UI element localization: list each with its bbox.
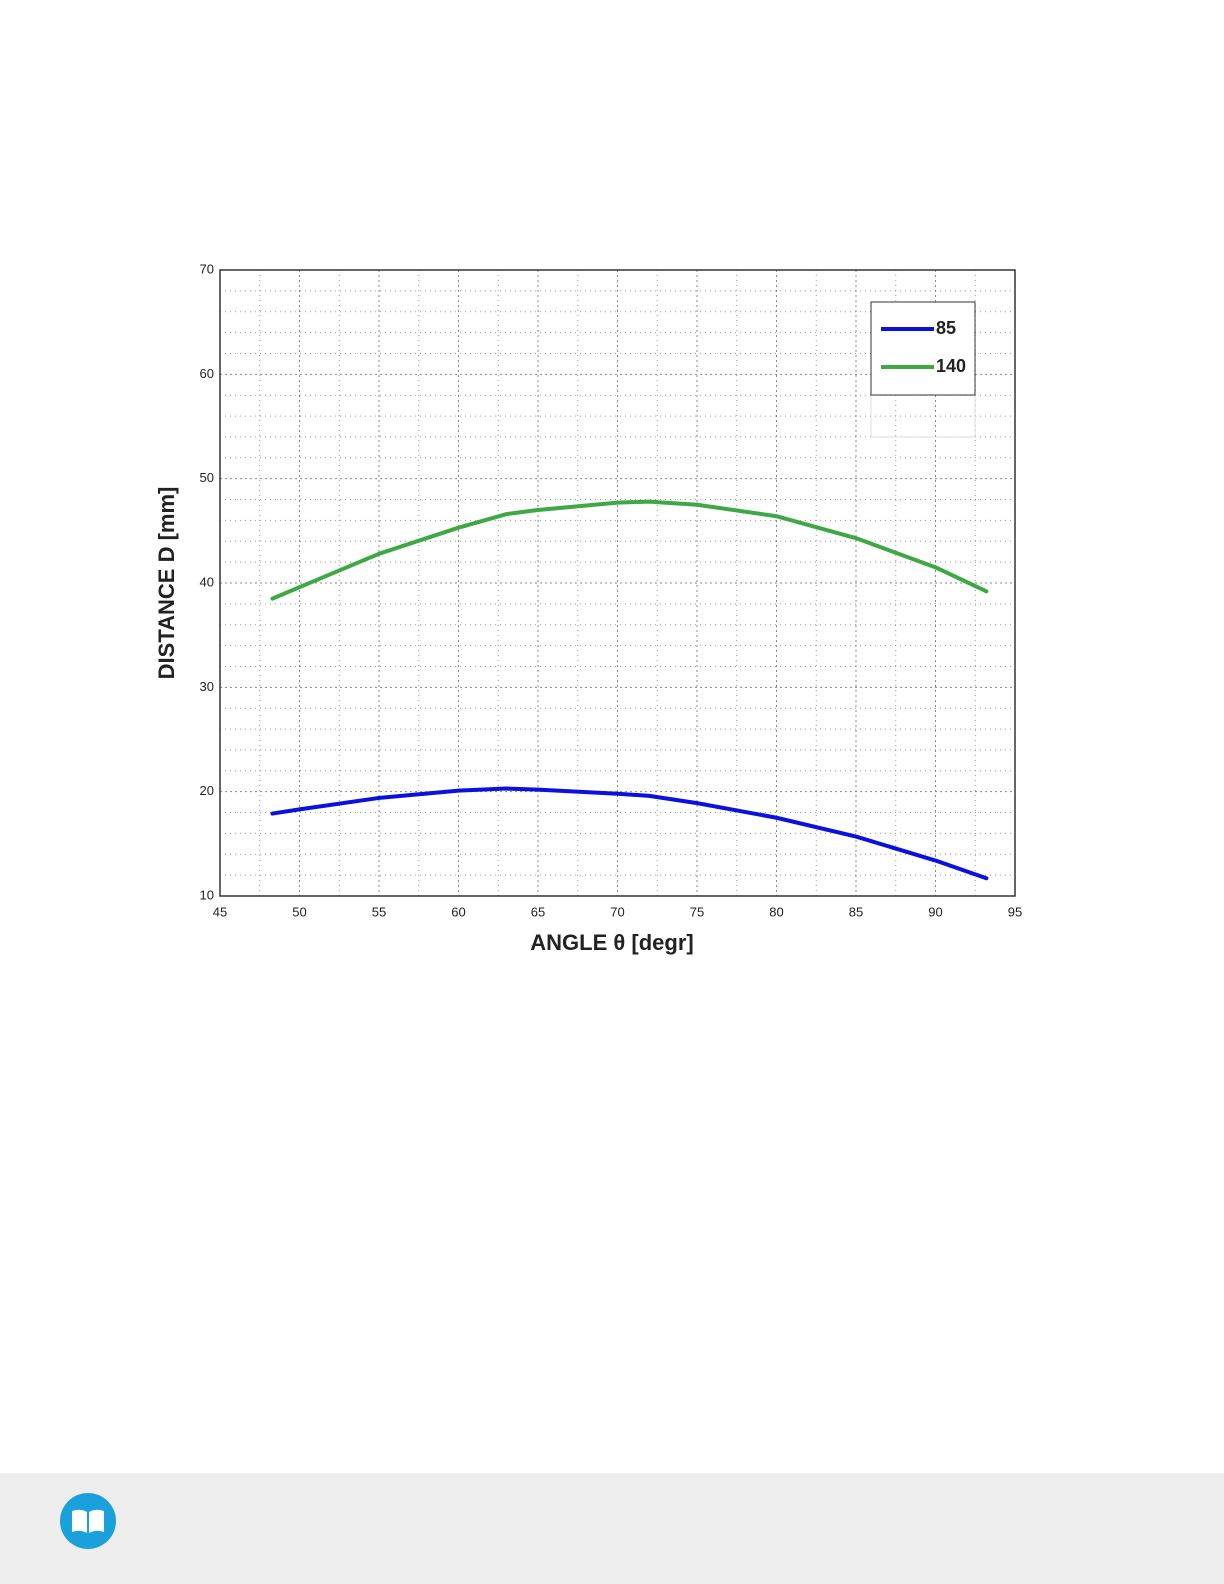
manual-icon xyxy=(60,1493,116,1549)
y-tick-label: 10 xyxy=(200,887,214,902)
x-tick-label: 45 xyxy=(213,904,227,919)
footer xyxy=(0,1473,1224,1584)
x-tick-label: 55 xyxy=(372,904,386,919)
x-tick-label: 85 xyxy=(849,904,863,919)
x-tick-label: 80 xyxy=(769,904,783,919)
x-tick-label: 75 xyxy=(690,904,704,919)
y-tick-label: 20 xyxy=(200,783,214,798)
y-tick-label: 50 xyxy=(200,470,214,485)
x-tick-label: 95 xyxy=(1008,904,1022,919)
x-axis-label: ANGLE θ [degr] xyxy=(530,930,693,955)
chart: ANGLE θ [degr] DISTANCE D [mm] 45 50 55 60 6… xyxy=(154,261,1022,955)
y-tick-label: 30 xyxy=(200,679,214,694)
x-tick-label: 50 xyxy=(292,904,306,919)
legend-label: 85 xyxy=(936,318,956,338)
plot-frame xyxy=(219,269,1016,897)
x-tick-label: 60 xyxy=(451,904,465,919)
legend-label: 140 xyxy=(936,356,966,376)
x-tick-label: 65 xyxy=(531,904,545,919)
y-tick-label: 40 xyxy=(200,574,214,589)
y-axis-label: DISTANCE D [mm] xyxy=(154,487,179,680)
data-line xyxy=(270,499,989,601)
x-tick-label: 70 xyxy=(610,904,624,919)
y-tick-label: 70 xyxy=(200,261,214,276)
data-line xyxy=(270,786,989,881)
legend xyxy=(870,301,976,396)
y-tick-label: 60 xyxy=(200,366,214,381)
x-tick-label: 90 xyxy=(928,904,942,919)
